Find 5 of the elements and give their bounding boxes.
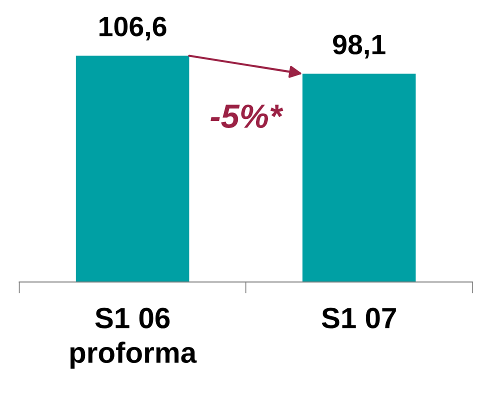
data-label: 106,6 xyxy=(100,16,166,40)
annotation: -5%* xyxy=(210,104,284,128)
x-tick-label: S1 06 proforma xyxy=(70,308,197,369)
data-label: 98,1 xyxy=(333,34,386,58)
x-tick-label: S1 07 xyxy=(322,308,396,328)
